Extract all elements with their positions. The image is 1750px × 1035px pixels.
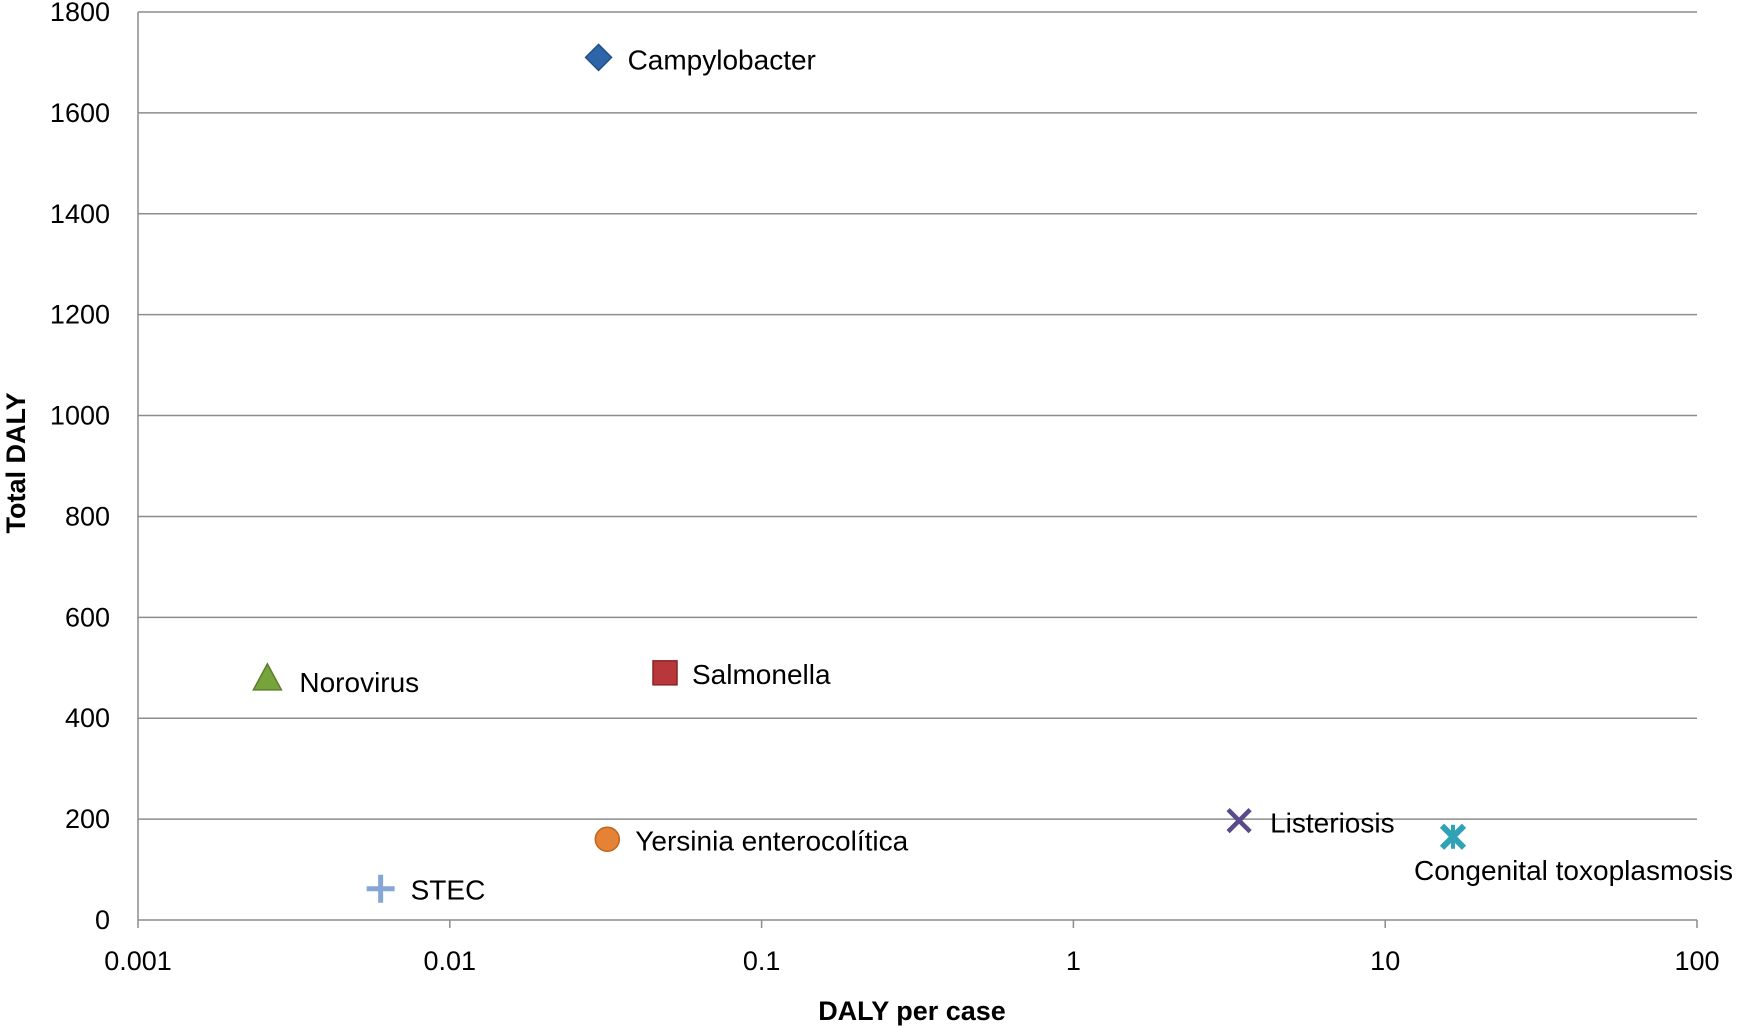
point-label: Salmonella bbox=[692, 659, 831, 690]
tick-labels: 0 200 400 600 800 1000 1200 1400 1600 1800 0.001 0.… bbox=[50, 0, 1720, 976]
point-circle bbox=[594, 826, 621, 853]
plus-marker bbox=[366, 874, 395, 903]
point-label: Yersinia enterocolítica bbox=[635, 825, 908, 856]
y-tick-label: 600 bbox=[65, 602, 110, 632]
y-tick-label: 1800 bbox=[50, 0, 110, 27]
point-square bbox=[652, 660, 678, 686]
point-labels: Campylobacter Norovirus Salmonella Yersinia… bbox=[299, 44, 1733, 905]
y-axis-title: Total DALY bbox=[1, 392, 31, 533]
y-tick-label: 1000 bbox=[50, 401, 110, 431]
x-marker bbox=[1226, 808, 1252, 834]
triangle-marker bbox=[252, 662, 283, 691]
y-tick-label: 1400 bbox=[50, 199, 110, 229]
point-label: Campylobacter bbox=[628, 44, 816, 75]
x-tick-label: 10 bbox=[1370, 946, 1400, 976]
point-plus bbox=[366, 874, 395, 903]
y-tick-label: 1200 bbox=[50, 300, 110, 330]
diamond-marker bbox=[584, 43, 613, 72]
gridlines bbox=[138, 11, 1697, 820]
x-axis-title: DALY per case bbox=[818, 996, 1006, 1026]
data-points bbox=[252, 43, 1467, 903]
point-diamond bbox=[584, 43, 613, 72]
circle-marker bbox=[594, 826, 621, 853]
axes bbox=[137, 12, 1698, 928]
x-tick-label: 100 bbox=[1674, 946, 1719, 976]
x-tick-label: 0.01 bbox=[424, 946, 477, 976]
point-label: Listeriosis bbox=[1270, 808, 1394, 839]
point-star bbox=[1439, 823, 1467, 850]
y-tick-label: 1600 bbox=[50, 98, 110, 128]
point-triangle bbox=[252, 662, 283, 691]
x-tick-label: 0.1 bbox=[743, 946, 781, 976]
x-tick-label: 1 bbox=[1066, 946, 1081, 976]
point-label: Norovirus bbox=[299, 667, 419, 698]
point-label: Congenital toxoplasmosis bbox=[1414, 855, 1733, 886]
y-tick-label: 200 bbox=[65, 804, 110, 834]
point-x bbox=[1226, 808, 1252, 834]
x-tick-label: 0.001 bbox=[104, 946, 172, 976]
point-label: STEC bbox=[411, 875, 486, 906]
y-tick-label: 400 bbox=[65, 703, 110, 733]
y-tick-label: 800 bbox=[65, 501, 110, 531]
square-marker bbox=[652, 660, 678, 686]
y-tick-label: 0 bbox=[95, 905, 110, 935]
